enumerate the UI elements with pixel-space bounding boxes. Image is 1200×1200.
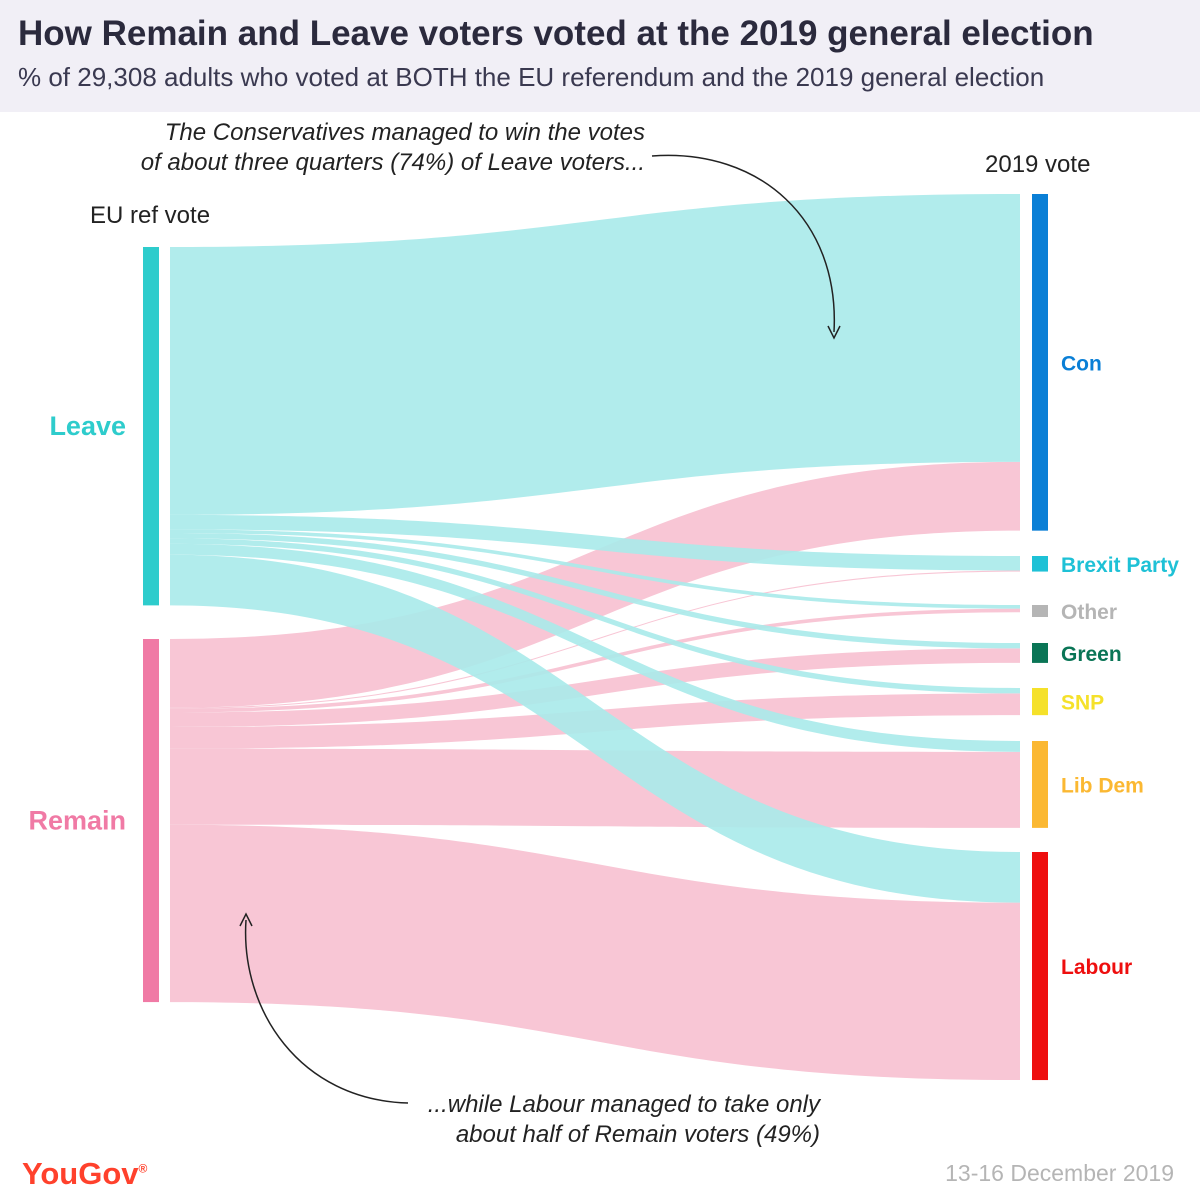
bottom-annotation-arrowhead [239,912,253,927]
chart-subtitle: % of 29,308 adults who voted at BOTH the… [18,62,1045,92]
right-column-label: 2019 vote [985,151,1091,178]
flow-remain-to-green [170,648,1020,727]
label-brexit-party: Brexit Party [1061,554,1179,577]
top-annotation-line1: The Conservatives managed to win the vot… [164,119,645,146]
node-remain [143,639,159,1003]
bottom-annotation-line2: about half of Remain voters (49%) [455,1121,820,1148]
flow-leave-to-brexit-party [170,514,1020,571]
flow-remain-to-other [170,608,1020,713]
node-other [1032,605,1048,617]
node-con [1032,194,1048,531]
flow-remain-to-con [170,461,1020,708]
flow-leave-to-con [170,194,1020,515]
flow-links [170,194,1020,1081]
yougov-logo: YouGov® [22,1156,147,1192]
flow-leave-to-lib-dem [170,543,1020,752]
brand-mark: ® [138,1161,148,1176]
flow-leave-to-other [170,529,1020,609]
top-annotation-arrow [651,154,835,333]
bottom-annotation-line1: ...while Labour managed to take only [427,1091,820,1118]
flow-remain-to-labour [170,824,1020,1081]
left-column-label: EU ref vote [90,202,211,229]
chart-title: How Remain and Leave voters voted at the… [18,14,1094,53]
annotation-arrows [239,154,841,1104]
flow-leave-to-labour [170,554,1020,903]
node-brexit-party [1032,556,1048,572]
label-green: Green [1061,643,1122,666]
flow-remain-to-lib-dem [170,748,1020,828]
survey-date: 13-16 December 2019 [945,1160,1174,1186]
node-lib-dem [1032,741,1048,828]
top-annotation-line2: of about three quarters (74%) of Leave v… [140,149,645,176]
node-labels: Leave Remain Con Brexit Party Other Green SNP L… [28,352,1179,979]
flow-remain-to-brexit-party [170,570,1020,709]
brand-name: YouGov [22,1156,139,1191]
label-labour: Labour [1061,956,1132,979]
flow-leave-to-snp [170,538,1020,694]
flow-leave-to-green [170,532,1020,649]
label-other: Other [1061,601,1117,624]
header-band: How Remain and Leave voters voted at the… [0,0,1200,112]
label-snp: SNP [1061,692,1104,715]
top-annotation-arrowhead [827,325,841,340]
bottom-annotation-arrow [244,919,409,1104]
flow-nodes [143,194,1048,1081]
node-green [1032,643,1048,663]
label-con: Con [1061,352,1102,375]
node-labour [1032,852,1048,1081]
node-snp [1032,688,1048,716]
label-lib-dem: Lib Dem [1061,774,1144,797]
label-remain: Remain [28,806,126,836]
label-leave: Leave [49,411,126,441]
node-leave [143,247,159,606]
bottom-annotation: ...while Labour managed to take only abo… [428,1090,820,1150]
top-annotation: The Conservatives managed to win the vot… [141,118,645,178]
